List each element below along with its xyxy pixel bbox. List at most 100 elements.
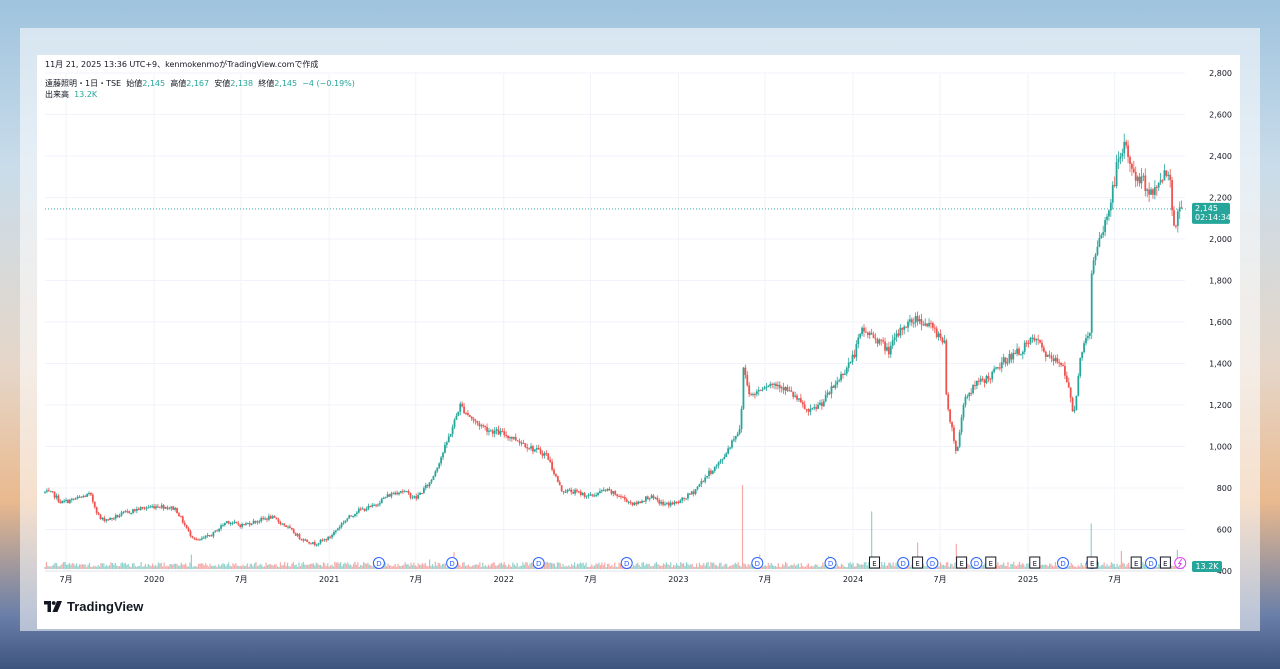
volume-bar: [634, 565, 636, 569]
volume-bar: [413, 562, 415, 569]
candle-body: [1113, 184, 1116, 186]
symbol-label[interactable]: 遠藤照明・1日・TSE: [45, 79, 122, 88]
candle-body: [974, 385, 976, 387]
volume-bar: [1046, 565, 1048, 569]
volume-bar: [546, 561, 548, 569]
candle-body: [124, 511, 127, 513]
candle-body: [1178, 207, 1181, 212]
candle-body: [956, 446, 959, 451]
volume-bar: [509, 565, 511, 569]
high-value: 2,167: [186, 79, 210, 88]
volume-bar: [45, 562, 48, 569]
volume-bar: [274, 564, 276, 569]
candle-body: [47, 490, 50, 492]
volume-bar: [792, 565, 794, 569]
candle-body: [865, 331, 867, 333]
volume-bar: [266, 565, 269, 569]
candle-body: [401, 491, 404, 493]
volume-bar: [670, 562, 672, 569]
candle-body: [459, 403, 462, 412]
earnings-icon[interactable]: [1029, 556, 1041, 569]
volume-bar: [239, 565, 241, 569]
volume-bar: [533, 566, 535, 569]
volume-bar: [309, 563, 312, 569]
volume-bar: [91, 566, 93, 569]
candle-body: [910, 319, 913, 323]
volume-bar: [526, 562, 528, 569]
volume-bar: [586, 566, 589, 569]
volume-bar: [368, 564, 370, 569]
candle-body: [1117, 158, 1120, 163]
volume-label[interactable]: 出来高: [45, 90, 69, 99]
dividend-icon[interactable]: [1145, 557, 1158, 569]
volume-bar: [113, 564, 115, 569]
volume-bar: [315, 562, 317, 569]
volume-bar: [1142, 562, 1144, 569]
dividend-icon[interactable]: [897, 557, 910, 569]
volume-bar: [144, 563, 147, 569]
volume-bar: [815, 564, 817, 569]
volume-bar: [420, 564, 422, 569]
candle-body: [1148, 189, 1151, 195]
volume-bar: [513, 564, 515, 569]
volume-bar: [650, 566, 652, 569]
candle-body: [82, 496, 85, 498]
volume-bar: [968, 564, 970, 569]
dividend-icon[interactable]: [970, 557, 983, 569]
candle-body: [248, 523, 251, 525]
volume-bar: [1126, 564, 1128, 569]
volume-bar: [436, 565, 438, 569]
earnings-icon[interactable]: [1086, 556, 1098, 569]
candle-body: [90, 492, 92, 495]
dividend-icon[interactable]: [446, 557, 459, 569]
dividend-icon-letter: D: [376, 560, 381, 568]
candle-body: [476, 421, 479, 424]
volume-bar: [713, 562, 715, 569]
volume-bar: [545, 562, 547, 569]
candle-body: [792, 391, 795, 397]
volume-bar: [859, 564, 861, 569]
candle-body: [788, 390, 791, 392]
volume-bar: [673, 564, 675, 569]
candle-body: [415, 496, 418, 499]
earnings-icon[interactable]: [912, 556, 924, 569]
candle-body: [983, 379, 986, 383]
candle-body: [1176, 211, 1179, 226]
volume-bar: [648, 563, 650, 569]
candle-body: [723, 456, 726, 460]
dividend-icon[interactable]: [751, 557, 764, 569]
volume-bar: [473, 565, 475, 569]
volume-bar: [146, 566, 148, 569]
candle-body: [214, 530, 217, 532]
candle-body: [183, 522, 186, 526]
volume-bar: [1103, 562, 1105, 569]
dividend-icon[interactable]: [532, 557, 545, 569]
volume-bar: [114, 562, 116, 569]
earnings-icon[interactable]: [869, 556, 881, 569]
volume-bar: [947, 562, 949, 569]
dividend-icon[interactable]: [926, 557, 939, 569]
tradingview-logo[interactable]: TradingView: [44, 599, 143, 614]
candle-body: [985, 375, 988, 383]
earnings-icon[interactable]: [985, 556, 997, 569]
candle-body: [708, 470, 710, 476]
candle-body: [644, 496, 647, 502]
volume-bar: [103, 563, 105, 569]
dividend-icon[interactable]: [1057, 557, 1070, 569]
candle-body: [333, 532, 335, 535]
dividend-icon[interactable]: [620, 557, 633, 569]
candle-body: [74, 498, 77, 500]
candle-body: [817, 404, 819, 409]
price-chart[interactable]: 2,800 2,600 2,400 2,200 2,000 1,800 1,600 1,400…: [37, 55, 1240, 595]
earnings-icon[interactable]: [956, 556, 968, 569]
earnings-icon[interactable]: [1159, 556, 1171, 569]
dividend-icon[interactable]: [824, 557, 837, 569]
volume-bar: [615, 566, 617, 569]
x-tick-label: 2021: [319, 575, 339, 584]
volume-bar: [233, 564, 236, 569]
high-label: 高値: [170, 79, 187, 88]
volume-bar: [164, 566, 167, 569]
earnings-icon[interactable]: [1130, 556, 1142, 569]
dividend-icon[interactable]: [372, 557, 385, 569]
candle-body: [832, 386, 835, 388]
